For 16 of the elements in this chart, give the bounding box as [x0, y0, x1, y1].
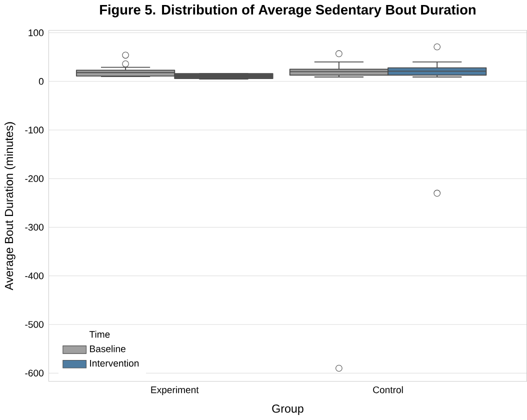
y-tick-label: 0	[38, 78, 44, 85]
y-axis-title: Average Bout Duration (minutes)	[4, 122, 16, 290]
y-tick-label: -400	[25, 272, 44, 280]
chart-title: Figure 5. Distribution of Average Sedentary Bout Duration	[100, 4, 476, 18]
y-tick-label: 100	[28, 30, 44, 36]
y-tick-label: -500	[25, 321, 44, 328]
x-tick-label: Experiment	[151, 386, 199, 396]
x-tick-label: Control	[373, 386, 403, 394]
x-axis-title: Group	[272, 404, 304, 416]
legend-title: Time	[89, 330, 110, 338]
legend-label: Baseline	[90, 345, 126, 352]
y-tick-label: -100	[25, 126, 44, 134]
y-tick-label: -600	[25, 370, 44, 377]
y-tick-label: -200	[25, 175, 44, 182]
y-tick-label: -300	[25, 224, 44, 231]
legend-label: Intervention	[90, 360, 139, 367]
